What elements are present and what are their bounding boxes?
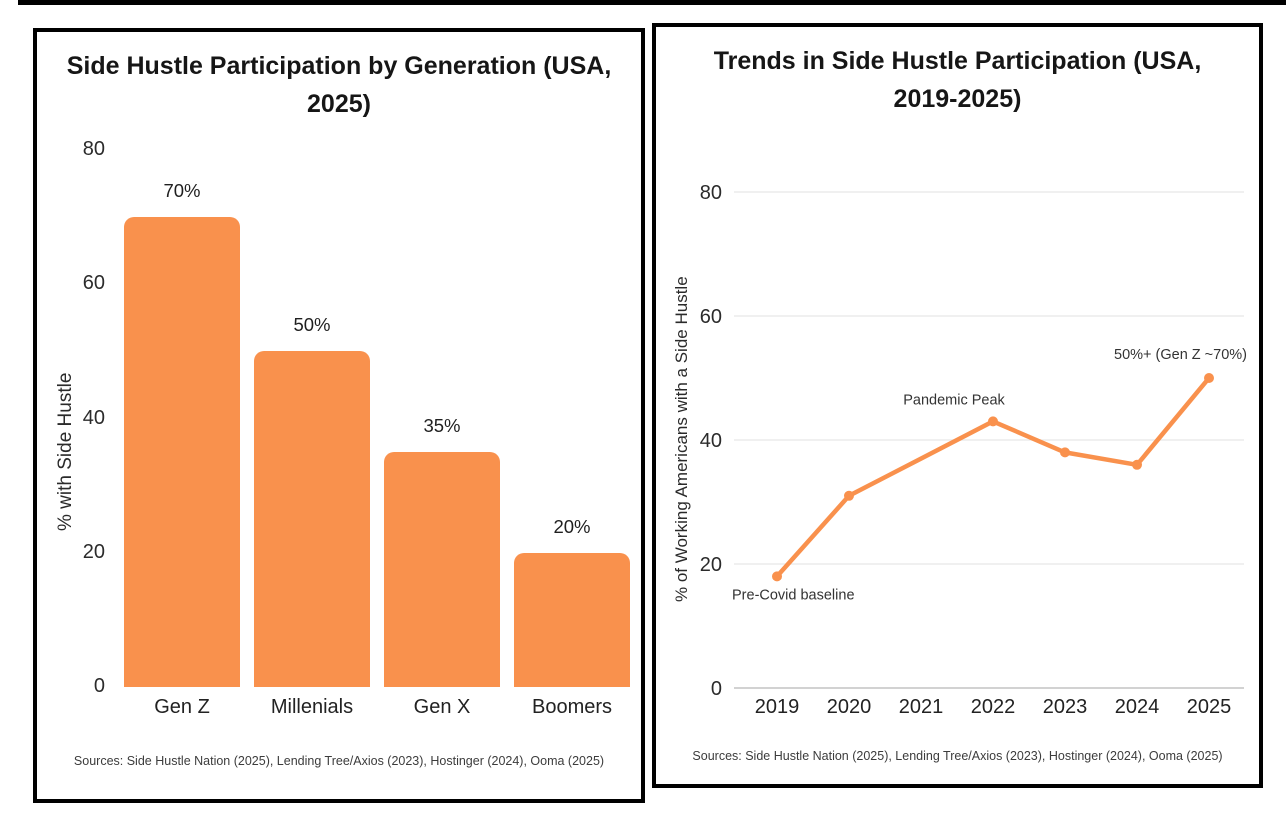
y-tick-label: 20 — [700, 554, 722, 576]
bar-value-label: 70% — [163, 180, 201, 202]
data-point-marker — [772, 571, 782, 582]
bar-rect — [514, 552, 630, 687]
bar-rect — [254, 351, 370, 687]
annotation: 50%+ (Gen Z ~70%) — [1114, 347, 1247, 363]
bar-value-label: 50% — [293, 314, 331, 336]
x-tick-label: 2019 — [755, 696, 800, 718]
bar-rect — [124, 217, 240, 687]
bars-row: 70% Gen Z 50% Millenials 35% Gen X 20% Boomers — [124, 150, 630, 718]
x-tick-label: 2022 — [971, 696, 1016, 718]
y-tick-label: 60 — [82, 272, 105, 295]
top-border-line — [18, 0, 1286, 5]
line-chart-title: Trends in Side Hustle Participation (USA… — [713, 47, 1202, 113]
bar-category-label: Gen X — [413, 696, 471, 718]
data-point-marker — [988, 416, 998, 427]
bar-millenials: 50% Millenials — [254, 314, 370, 718]
bar-gen-x: 35% Gen X — [384, 415, 500, 718]
x-tick-label: 2021 — [899, 696, 944, 718]
data-point-marker — [1132, 459, 1142, 470]
line-chart-source: Sources: Side Hustle Nation (2025), Lend… — [692, 749, 1223, 763]
y-tick-label: 40 — [700, 430, 722, 452]
x-tick-label: 2023 — [1043, 696, 1088, 718]
y-tick-label: 80 — [82, 138, 105, 160]
bar-value-label: 20% — [553, 515, 591, 537]
data-point-marker — [1204, 373, 1214, 383]
data-point-marker — [1060, 447, 1070, 458]
bar-gen-z: 70% Gen Z — [124, 180, 240, 718]
line-chart-panel: Trends in Side Hustle Participation (USA… — [652, 23, 1263, 788]
bar-chart-source: Sources: Side Hustle Nation (2025), Lend… — [73, 754, 605, 768]
annotation: Pandemic Peak — [903, 392, 1005, 408]
y-tick-label: 0 — [93, 675, 105, 697]
bar-category-label: Boomers — [531, 696, 613, 718]
y-tick-label: 20 — [82, 540, 105, 563]
bar-category-label: Gen Z — [154, 696, 210, 718]
y-tick-label: 0 — [711, 678, 722, 700]
x-tick-label: 2025 — [1187, 696, 1232, 718]
bar-chart-panel: Side Hustle Participation by Generation … — [33, 28, 645, 803]
x-tick-label: 2024 — [1115, 696, 1160, 718]
y-tick-label: 80 — [700, 182, 722, 204]
y-tick-label: 40 — [82, 406, 105, 429]
x-tick-label: 2020 — [827, 696, 872, 718]
bar-boomers: 20% Boomers — [514, 515, 630, 718]
line-plot-svg: 0 20 40 60 80 2019 2020 2021 2022 2023 2024 2025 Pre… — [700, 182, 1247, 718]
bar-rect — [384, 452, 500, 687]
annotation: Pre-Covid baseline — [732, 587, 855, 603]
data-point-marker — [844, 490, 854, 501]
y-tick-label: 60 — [700, 306, 722, 328]
bar-category-label: Millenials — [270, 696, 354, 718]
bar-chart-title: Side Hustle Participation by Generation … — [66, 52, 612, 118]
bar-value-label: 35% — [423, 415, 461, 437]
bar-chart-y-ticks: 0 20 40 60 80 — [57, 138, 105, 697]
